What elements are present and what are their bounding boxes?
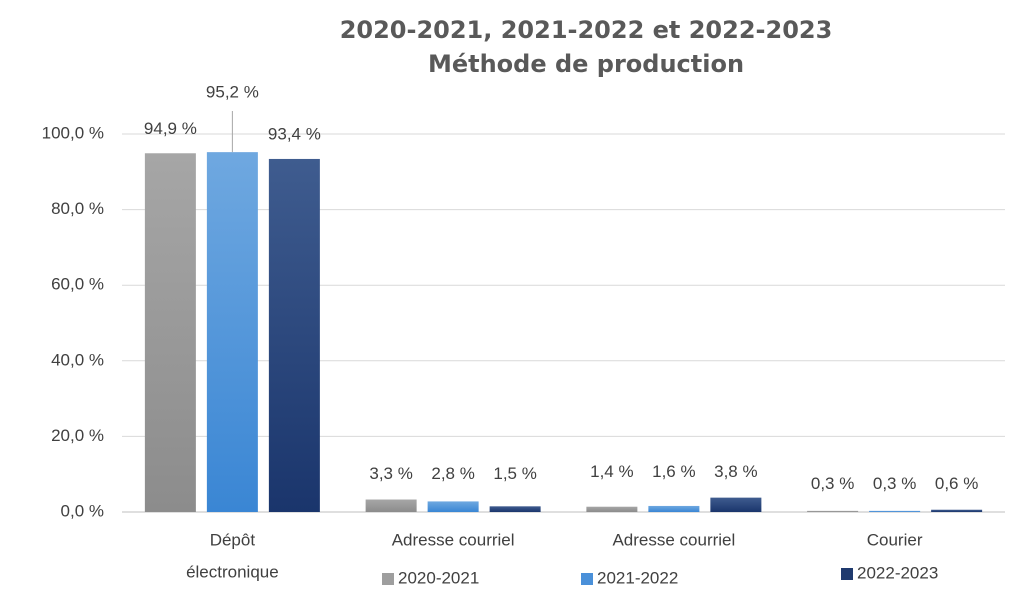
legend-label: 2020-2021 [398, 568, 479, 587]
y-tick-label: 100,0 % [42, 123, 104, 142]
bar-1-4 [807, 510, 859, 512]
legend-swatch [841, 568, 853, 580]
data-label: 94,9 % [144, 119, 197, 138]
bar-3-4 [931, 509, 983, 512]
category-label: Courier [867, 530, 923, 549]
bar-3-3 [710, 497, 762, 512]
data-label: 2,8 % [431, 464, 474, 483]
legend-label: 2022-2023 [857, 563, 938, 582]
category-label: électronique [186, 562, 279, 581]
data-label: 3,8 % [714, 462, 757, 481]
data-label: 0,6 % [935, 474, 978, 493]
bar-1-1 [144, 153, 196, 512]
chart-title-line-0: 2020-2021, 2021-2022 et 2022-2023 [340, 16, 833, 44]
data-label: 1,5 % [493, 464, 536, 483]
data-label: 93,4 % [268, 124, 321, 143]
bar-2-1 [206, 152, 258, 513]
y-tick-label: 60,0 % [51, 275, 104, 294]
y-tick-label: 20,0 % [51, 426, 104, 445]
bar-3-1 [268, 158, 320, 512]
bar-2-4 [869, 510, 921, 512]
data-label: 1,6 % [652, 462, 695, 481]
y-tick-label: 80,0 % [51, 199, 104, 218]
data-label: 0,3 % [811, 474, 854, 493]
bar-1-2 [365, 499, 417, 512]
category-label: Adresse courriel [392, 530, 515, 549]
data-label: 95,2 % [206, 82, 259, 101]
data-label: 0,3 % [873, 474, 916, 493]
legend-label: 2021-2022 [597, 568, 678, 587]
category-label: Dépôt [210, 530, 256, 549]
legend-swatch [581, 573, 593, 585]
legend-swatch [382, 573, 394, 585]
bar-1-3 [586, 506, 638, 512]
y-tick-label: 0,0 % [61, 501, 104, 520]
data-label: 1,4 % [590, 462, 633, 481]
category-label: Adresse courriel [612, 530, 735, 549]
bar-2-2 [427, 501, 479, 512]
bar-3-2 [489, 506, 541, 512]
y-tick-label: 40,0 % [51, 350, 104, 369]
data-label: 3,3 % [369, 464, 412, 483]
chart-title-line-1: Méthode de production [428, 50, 744, 78]
bar-2-3 [648, 505, 700, 512]
